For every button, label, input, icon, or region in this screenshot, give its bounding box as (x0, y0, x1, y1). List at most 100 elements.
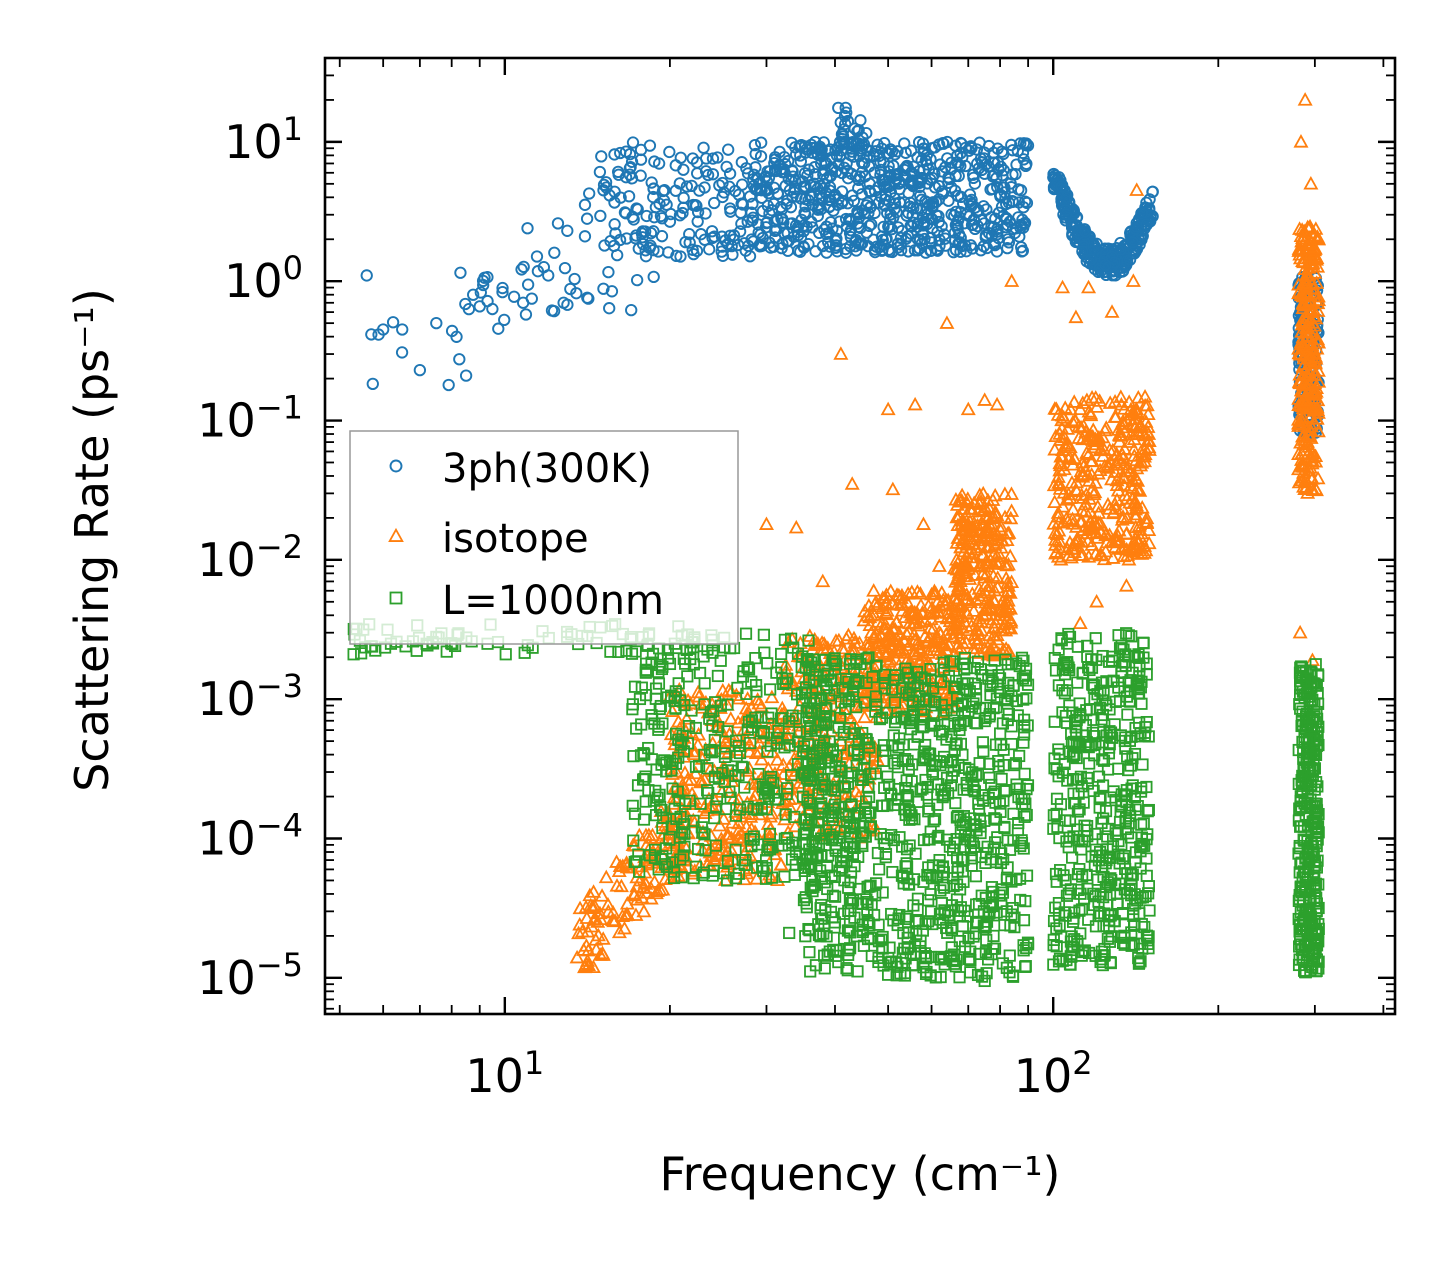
data-point (930, 871, 943, 884)
data-point (838, 109, 852, 123)
data-point (767, 786, 781, 799)
data-point (1061, 486, 1077, 501)
data-point (702, 844, 718, 859)
data-point (839, 672, 853, 686)
data-point (662, 246, 675, 259)
data-point (1005, 657, 1018, 671)
data-point (997, 164, 1010, 177)
data-point (952, 237, 965, 250)
data-point (626, 698, 639, 711)
data-point (1306, 227, 1322, 242)
data-point (880, 401, 896, 416)
data-point (597, 282, 610, 295)
data-point (1019, 159, 1032, 173)
data-point (865, 218, 878, 231)
data-point (825, 783, 838, 796)
data-point (907, 202, 920, 215)
data-point (861, 239, 875, 253)
data-point (703, 243, 716, 256)
data-point (940, 756, 954, 769)
data-point (718, 734, 734, 749)
data-point (1103, 850, 1116, 863)
data-point (770, 737, 783, 750)
data-point (1308, 349, 1324, 363)
data-point (813, 226, 826, 240)
data-point (802, 163, 816, 176)
data-point (1013, 872, 1027, 885)
data-point (740, 687, 753, 700)
data-point (1137, 453, 1153, 468)
data-point (901, 942, 914, 956)
data-point (906, 644, 922, 658)
data-point (804, 705, 817, 718)
data-point (619, 207, 632, 220)
data-point (1017, 939, 1030, 952)
data-point (646, 712, 659, 726)
data-point (919, 967, 933, 981)
data-point (1050, 508, 1066, 523)
data-point (927, 695, 940, 708)
data-point (768, 156, 781, 170)
data-point (579, 956, 595, 970)
data-point (916, 721, 929, 734)
data-point (959, 591, 975, 605)
data-point (1310, 470, 1326, 485)
data-point (770, 666, 783, 679)
data-point (708, 770, 722, 783)
data-point (605, 285, 619, 298)
data-point (978, 606, 994, 621)
data-point (956, 748, 969, 761)
data-point (1018, 810, 1031, 823)
data-point (778, 633, 792, 646)
data-point (952, 169, 965, 183)
data-point (978, 594, 994, 609)
data-point (847, 635, 863, 649)
data-point (1048, 545, 1064, 560)
data-point (672, 677, 685, 690)
data-point (947, 646, 963, 661)
data-point (628, 855, 641, 869)
data-point (1055, 279, 1071, 294)
data-point (857, 827, 870, 840)
data-point (795, 139, 808, 152)
data-point (632, 872, 648, 887)
data-point (1141, 442, 1157, 456)
data-point (1070, 721, 1083, 734)
data-point (747, 830, 760, 843)
data-point (676, 206, 689, 220)
data-point (639, 250, 653, 263)
data-point (594, 888, 610, 902)
data-point (841, 964, 854, 977)
data-point (909, 646, 925, 661)
data-point (647, 794, 661, 807)
data-point (716, 811, 732, 825)
data-point (689, 860, 702, 873)
data-point (825, 675, 838, 688)
data-point (881, 968, 895, 981)
data-point (965, 770, 978, 783)
data-point (474, 286, 487, 299)
data-point (788, 519, 804, 534)
data-point (1118, 578, 1134, 592)
data-point (1137, 427, 1153, 442)
data-point (860, 893, 873, 906)
data-point (561, 224, 574, 237)
data-point (1100, 456, 1116, 471)
data-point (1110, 482, 1126, 497)
data-point (865, 629, 881, 644)
data-point (986, 182, 999, 196)
data-point (721, 854, 735, 868)
data-point (1081, 491, 1098, 505)
data-point (979, 231, 992, 244)
data-point (647, 243, 660, 257)
data-point (1014, 893, 1027, 907)
data-point (807, 880, 820, 893)
data-point (723, 202, 737, 215)
data-point (801, 654, 815, 667)
data-point (973, 622, 989, 637)
data-point (705, 746, 718, 759)
data-point (833, 346, 849, 360)
data-point (1128, 501, 1144, 516)
data-point (639, 770, 652, 783)
data-point (883, 778, 896, 791)
